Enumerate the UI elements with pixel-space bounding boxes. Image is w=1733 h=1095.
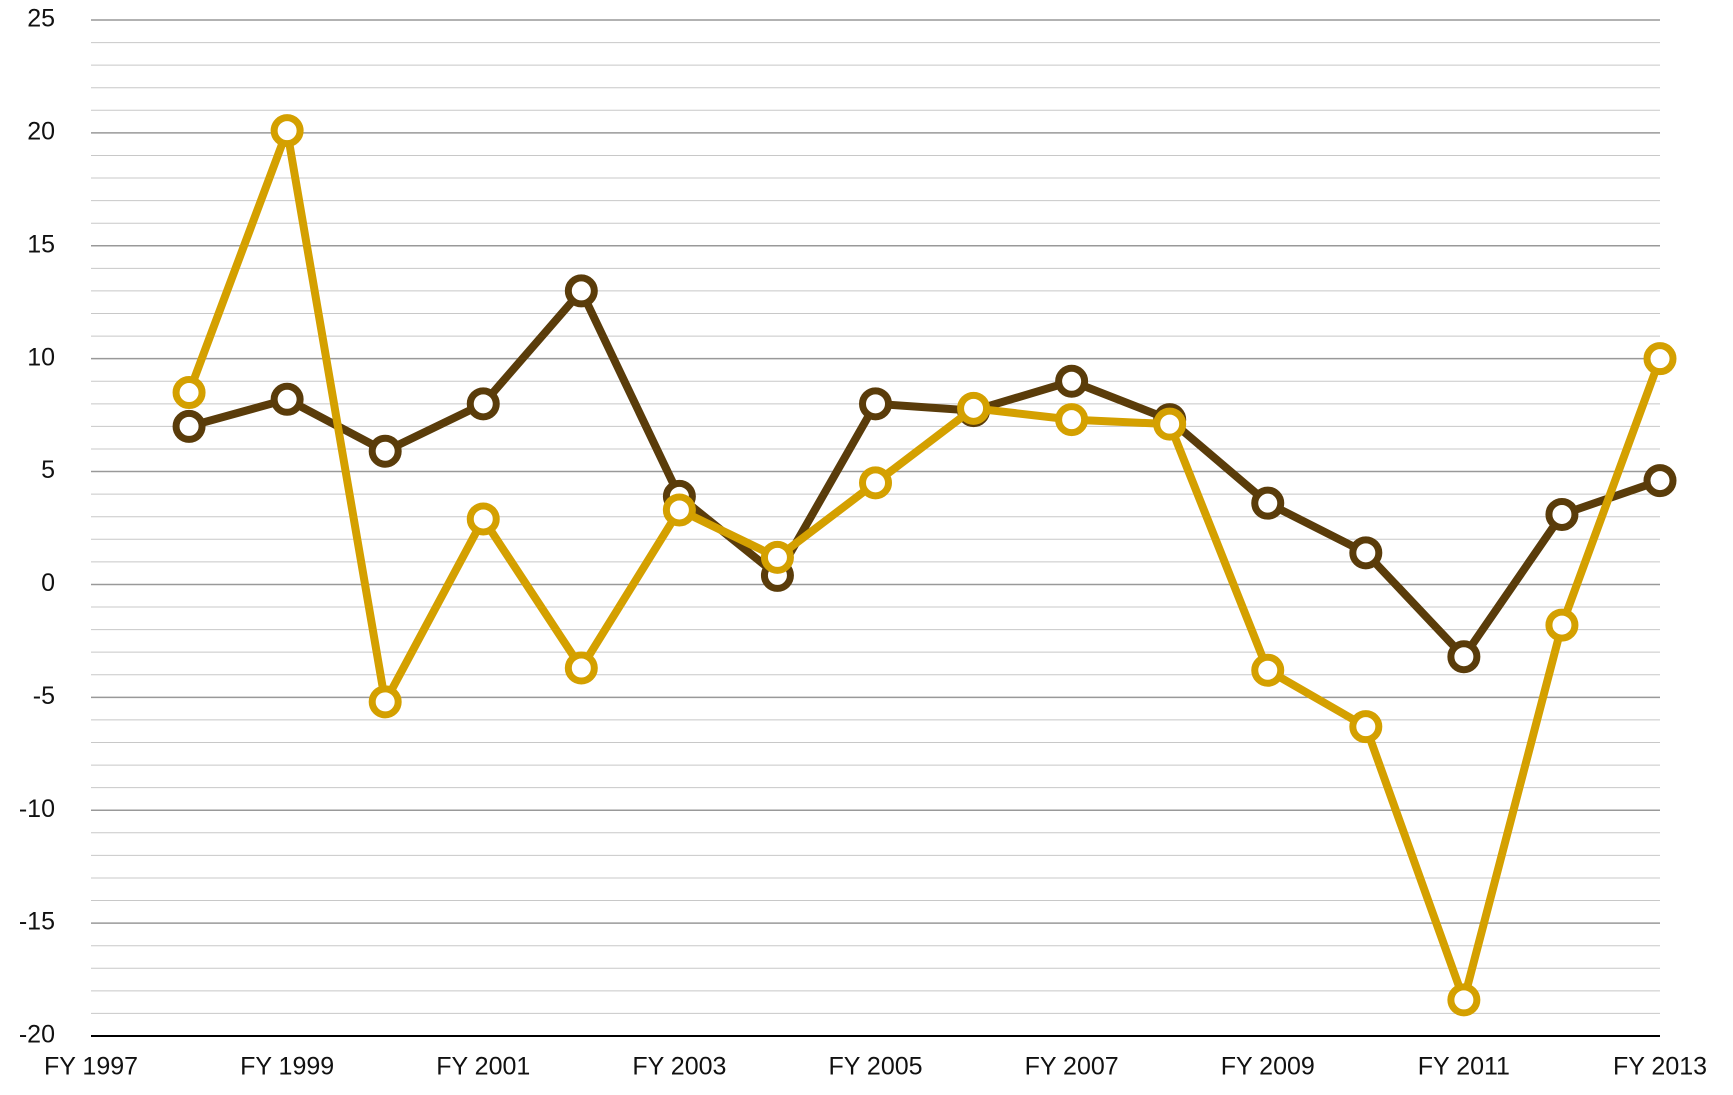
data-point: [564, 651, 598, 685]
data-point: [1545, 497, 1579, 531]
data-point: [172, 409, 206, 443]
y-tick-label: -15: [19, 908, 55, 936]
y-tick-label: -5: [33, 682, 55, 710]
x-tick-label: FY 1997: [44, 1053, 138, 1081]
y-tick-label: 5: [41, 456, 55, 484]
x-tick-label: FY 2005: [828, 1053, 922, 1081]
data-point: [270, 382, 304, 416]
series-line: [185, 126, 1664, 1004]
data-point: [957, 391, 991, 425]
data-point: [466, 502, 500, 536]
data-point: [270, 114, 304, 148]
x-tick-label: FY 2003: [632, 1053, 726, 1081]
data-point: [1349, 536, 1383, 570]
y-tick-label: 15: [27, 230, 55, 258]
data-point: [1055, 364, 1089, 398]
y-tick-label: -10: [19, 795, 55, 823]
data-point: [564, 274, 598, 308]
data-point: [466, 387, 500, 421]
data-point: [859, 387, 892, 421]
data-point: [760, 540, 794, 574]
x-tick-label: FY 2011: [1418, 1053, 1510, 1081]
x-tick-label: FY 1999: [240, 1053, 334, 1081]
data-point: [1055, 403, 1089, 437]
series-line: [187, 286, 1662, 661]
data-point: [1153, 407, 1187, 441]
data-point: [1643, 342, 1677, 376]
x-tick-label: FY 2009: [1221, 1053, 1315, 1081]
data-point: [662, 493, 696, 527]
data-point: [1447, 983, 1481, 1017]
y-tick-label: -20: [19, 1021, 55, 1049]
x-tick-label: FY 2013: [1613, 1053, 1707, 1081]
data-point: [1251, 486, 1285, 520]
data-point: [172, 376, 206, 410]
x-tick-label: FY 2007: [1025, 1053, 1119, 1081]
data-point: [1251, 653, 1285, 687]
data-point: [859, 466, 892, 500]
data-point: [1349, 710, 1383, 744]
data-point: [1545, 608, 1579, 642]
x-tick-label: FY 2001: [436, 1053, 530, 1081]
data-point: [368, 434, 402, 468]
data-point: [1643, 464, 1677, 498]
y-tick-label: 10: [27, 343, 55, 371]
y-tick-label: 0: [41, 569, 55, 597]
y-tick-label: 20: [27, 117, 55, 145]
y-tick-label: 25: [27, 5, 55, 33]
data-point: [368, 685, 402, 719]
data-point: [1447, 640, 1481, 674]
